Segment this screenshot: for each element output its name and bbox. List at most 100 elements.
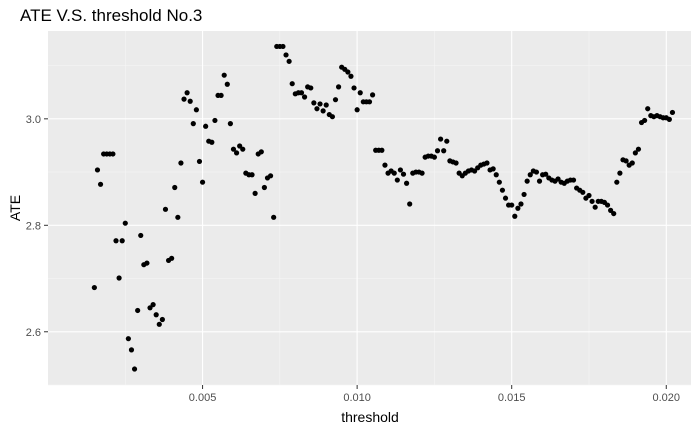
data-point: [156, 321, 162, 327]
data-point: [608, 207, 614, 213]
data-point: [382, 162, 388, 168]
data-point: [366, 99, 373, 105]
x-tick-label: 0.020: [653, 392, 681, 404]
data-point: [434, 148, 441, 154]
data-point: [128, 347, 135, 353]
data-point: [181, 96, 187, 102]
data-point: [159, 316, 165, 323]
data-point: [196, 158, 203, 165]
data-point: [298, 90, 305, 96]
data-point: [147, 305, 153, 311]
data-point: [311, 100, 317, 106]
data-point: [536, 178, 543, 184]
data-point: [119, 238, 125, 244]
data-point: [317, 101, 323, 107]
data-point: [348, 73, 354, 79]
data-point: [116, 275, 122, 281]
grid-major: [48, 31, 691, 385]
data-point: [351, 85, 357, 91]
data-point: [332, 97, 339, 103]
data-point: [444, 138, 450, 144]
data-point: [175, 214, 181, 220]
data-point: [271, 214, 277, 220]
data-point: [496, 179, 502, 185]
y-tick-label: 2.8: [26, 220, 41, 232]
data-point: [125, 336, 131, 342]
data-point: [110, 151, 116, 157]
data-point: [199, 179, 206, 185]
data-point: [543, 171, 549, 177]
data-point: [570, 177, 577, 183]
data-point: [441, 148, 447, 154]
data-point: [97, 181, 104, 187]
data-point: [249, 172, 255, 178]
data-point: [113, 238, 119, 244]
data-point: [187, 98, 193, 104]
data-point: [91, 284, 97, 291]
data-point: [218, 92, 224, 99]
data-point: [323, 102, 329, 108]
data-point: [555, 176, 561, 182]
data-point: [286, 58, 292, 64]
data-point: [122, 220, 128, 226]
data-point: [203, 123, 209, 129]
data-point: [527, 172, 533, 178]
x-tick-label: 0.005: [189, 392, 217, 404]
data-point: [237, 143, 243, 149]
data-point: [391, 170, 397, 176]
data-point: [453, 160, 459, 166]
data-point: [666, 116, 672, 122]
data-point: [632, 150, 638, 156]
data-point: [178, 160, 184, 166]
data-point: [617, 170, 623, 176]
data-point: [314, 106, 320, 112]
data-point: [379, 147, 385, 153]
data-point: [419, 170, 425, 176]
data-point: [518, 201, 524, 207]
data-point: [169, 255, 175, 261]
x-axis-title: threshold: [341, 409, 399, 425]
x-axis: 0.005 0.010 0.015 0.020: [189, 385, 680, 404]
data-point: [515, 205, 521, 211]
data-points: [91, 43, 676, 372]
data-point: [280, 43, 286, 50]
data-point: [589, 198, 595, 204]
data-point: [289, 81, 295, 87]
data-point: [493, 172, 499, 178]
data-point: [394, 177, 400, 183]
data-point: [308, 85, 314, 91]
data-point: [138, 232, 144, 239]
data-point: [592, 204, 598, 210]
data-point: [403, 180, 410, 186]
data-point: [193, 107, 199, 113]
data-point: [212, 117, 218, 124]
y-tick-label: 2.6: [26, 327, 41, 339]
data-point: [512, 213, 518, 219]
data-point: [490, 166, 496, 172]
data-point: [224, 81, 230, 87]
data-point: [252, 190, 258, 196]
data-point: [397, 167, 404, 173]
data-point: [329, 114, 336, 120]
x-tick-label: 0.010: [343, 392, 371, 404]
plot-panel: [48, 31, 691, 385]
data-point: [407, 201, 413, 207]
data-point: [240, 146, 246, 152]
data-point: [502, 195, 509, 201]
data-point: [400, 171, 407, 177]
x-tick-label: 0.015: [498, 392, 526, 404]
y-axis-title: ATE: [7, 195, 23, 221]
data-point: [669, 109, 676, 116]
y-tick-label: 3.0: [26, 114, 41, 126]
data-point: [484, 160, 490, 166]
data-point: [533, 169, 540, 175]
data-point: [230, 146, 237, 152]
data-point: [345, 69, 351, 75]
data-point: [221, 72, 227, 78]
data-point: [614, 179, 620, 185]
data-point: [635, 146, 642, 152]
data-point: [172, 184, 178, 191]
data-point: [357, 90, 363, 96]
data-point: [611, 210, 617, 217]
